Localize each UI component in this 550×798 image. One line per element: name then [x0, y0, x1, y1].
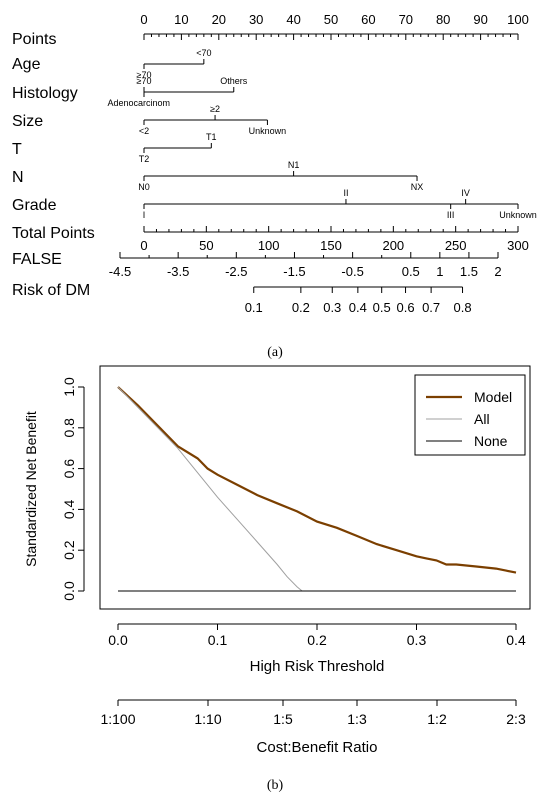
plot-frame: [99, 365, 531, 610]
probability-label: 0.4: [349, 300, 367, 315]
level-label-6: IV: [461, 188, 470, 198]
level-label-1: <70: [196, 48, 211, 58]
tick-label-7: 250: [445, 238, 467, 253]
legend: Model All None: [414, 374, 526, 456]
tick-label-8: 1.5: [460, 264, 478, 279]
row-label-6: Grade: [12, 197, 57, 214]
y-tick-label: 0.6: [61, 459, 77, 479]
x-axis-title: High Risk Threshold: [250, 658, 385, 675]
y-tick-label: 0.8: [61, 418, 77, 438]
level-label-2: Adenocarcinom: [107, 98, 170, 108]
tick-label-8: -2.5: [225, 264, 247, 279]
level-label-3: ≥2: [210, 104, 220, 114]
tick-label-7: 300: [507, 238, 529, 253]
row-label-2: Histology: [12, 85, 78, 102]
tick-label-0: 0: [140, 12, 147, 27]
tick-label-0: 90: [473, 12, 487, 27]
level-label-5: N1: [288, 160, 300, 170]
tick-label-8: -3.5: [167, 264, 189, 279]
x-tick-label: 0.1: [208, 632, 228, 648]
level-label-6: Unknown: [499, 210, 537, 220]
probability-label: 0.3: [323, 300, 341, 315]
y-tick-label: 0.0: [61, 581, 77, 601]
level-label-3: <2: [139, 126, 149, 136]
level-label-2: Others: [220, 76, 248, 86]
x-tick-label: 0.2: [307, 632, 327, 648]
tick-label-0: 60: [361, 12, 375, 27]
tick-label-0: 100: [507, 12, 529, 27]
cost-benefit-tick-label: 1:10: [194, 711, 221, 727]
tick-label-0: 30: [249, 12, 263, 27]
row-label-7: Total Points: [12, 225, 95, 242]
tick-label-8: 2: [494, 264, 501, 279]
tick-label-8: 0.5: [402, 264, 420, 279]
level-label-1: ≥70: [137, 70, 152, 80]
tick-label-8: -4.5: [109, 264, 131, 279]
tick-label-0: 70: [399, 12, 413, 27]
y-tick-label: 0.4: [61, 499, 77, 519]
tick-label-0: 80: [436, 12, 450, 27]
y-tick-label: 1.0: [61, 377, 77, 397]
level-label-6: II: [343, 188, 348, 198]
tick-label-0: 40: [286, 12, 300, 27]
cost-benefit-tick-label: 1:3: [347, 711, 367, 727]
series-line-all: [117, 386, 303, 592]
tick-label-8: -0.5: [341, 264, 363, 279]
legend-box: [414, 374, 526, 456]
legend-label-all: All: [474, 411, 490, 427]
level-label-5: NX: [411, 182, 424, 192]
legend-label-none: None: [474, 433, 508, 449]
x-tick-label: 0.0: [108, 632, 128, 648]
tick-label-0: 20: [212, 12, 226, 27]
panel-a-caption: (a): [267, 345, 283, 360]
cost-benefit-tick-label: 2:3: [506, 711, 526, 727]
level-label-5: N0: [138, 182, 150, 192]
decision-curve-panel: 0.0 0.1 0.2 0.3 0.4 High Risk Threshold 0.0 0.2…: [23, 365, 531, 756]
level-label-4: T1: [206, 132, 217, 142]
probability-label: 0.2: [292, 300, 310, 315]
x-tick-label: 0.4: [506, 632, 526, 648]
y-tick-label: 0.2: [61, 540, 77, 560]
row-label-4: T: [12, 141, 22, 158]
row-label-9: Risk of DM: [12, 282, 90, 299]
cost-benefit-tick-label: 1:100: [100, 711, 135, 727]
tick-label-7: 50: [199, 238, 213, 253]
level-label-6: I: [143, 210, 146, 220]
legend-label-model: Model: [474, 389, 512, 405]
row-label-3: Size: [12, 113, 43, 130]
series-line-model: [117, 386, 517, 574]
cost-benefit-tick-label: 1:5: [273, 711, 293, 727]
tick-label-7: 200: [382, 238, 404, 253]
row-label-1: Age: [12, 56, 41, 73]
cost-benefit-tick-label: 1:2: [427, 711, 447, 727]
level-label-6: III: [447, 210, 455, 220]
probability-label: 0.1: [245, 300, 263, 315]
row-label-8: FALSE: [12, 251, 62, 268]
level-label-3: Unknown: [249, 126, 287, 136]
tick-label-7: 150: [320, 238, 342, 253]
panel-b-caption: (b): [267, 778, 284, 793]
probability-label: 0.5: [373, 300, 391, 315]
probability-label: 0.7: [422, 300, 440, 315]
row-label-5: N: [12, 169, 24, 186]
probability-label: 0.6: [396, 300, 414, 315]
tick-label-7: 100: [258, 238, 280, 253]
probability-label: 0.8: [453, 300, 471, 315]
x-tick-label: 0.3: [407, 632, 427, 648]
cost-benefit-axis-title: Cost:Benefit Ratio: [257, 739, 378, 756]
tick-label-0: 10: [174, 12, 188, 27]
tick-label-8: 1: [436, 264, 443, 279]
tick-label-7: 0: [140, 238, 147, 253]
y-axis-title: Standardized Net Benefit: [23, 411, 39, 567]
level-label-2: ≥70: [137, 76, 152, 86]
tick-label-0: 50: [324, 12, 338, 27]
tick-label-8: -1.5: [283, 264, 305, 279]
level-label-4: T2: [139, 154, 150, 164]
row-label-0: Points: [12, 31, 56, 48]
